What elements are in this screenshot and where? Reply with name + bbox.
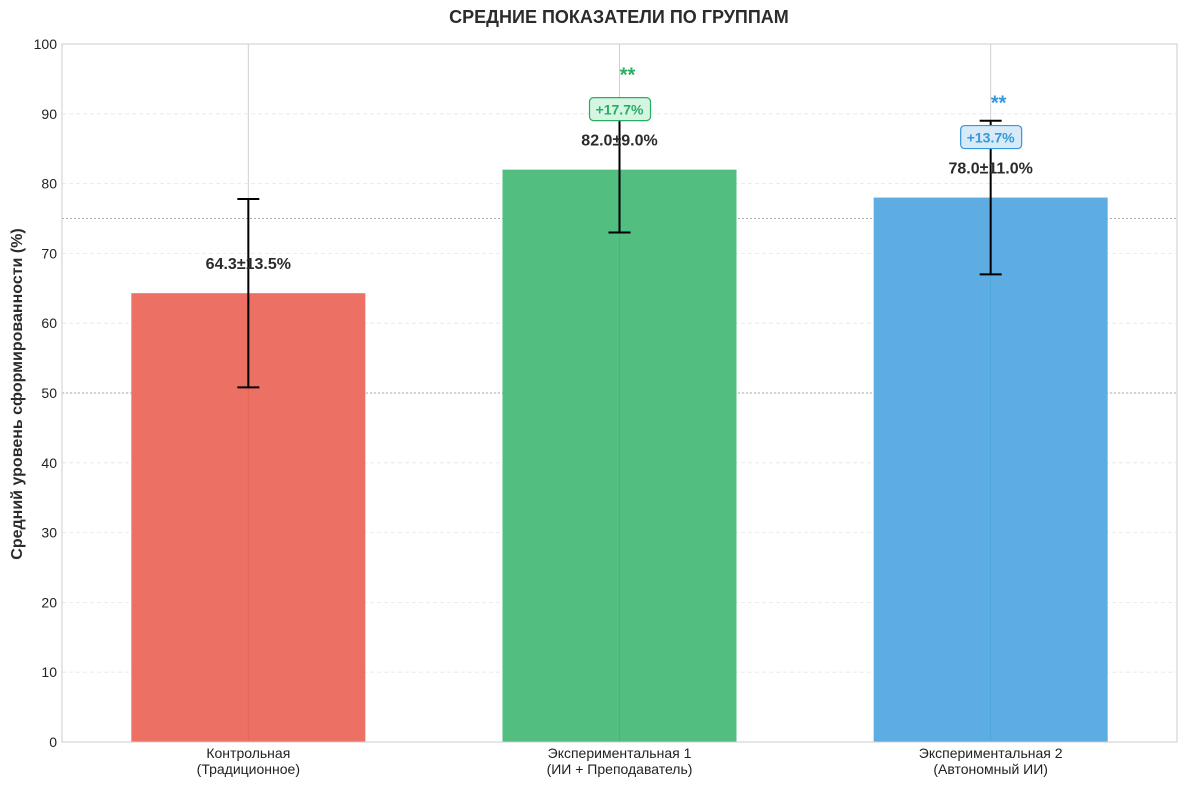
chart-title: СРЕДНИЕ ПОКАЗАТЕЛИ ПО ГРУППАМ [449, 7, 789, 27]
y-tick-label: 10 [41, 664, 57, 680]
improvement-label: +17.7% [596, 102, 644, 118]
value-label: 64.3±13.5% [206, 256, 291, 273]
y-tick-label: 30 [41, 525, 57, 541]
y-tick-label: 50 [41, 385, 57, 401]
x-tick-label: (Автономный ИИ) [933, 761, 1048, 777]
y-tick-label: 100 [34, 36, 58, 52]
x-tick-label: (ИИ + Преподаватель) [547, 761, 693, 777]
y-tick-label: 80 [41, 176, 57, 192]
x-tick-label: (Традиционное) [197, 761, 300, 777]
value-label: 82.0±9.0% [581, 133, 657, 150]
x-tick-label: Контрольная [206, 745, 290, 761]
y-tick-label: 20 [41, 594, 57, 610]
significance-marker: ** [991, 93, 1007, 115]
improvement-badge [588, 97, 652, 122]
significance-marker: ** [620, 65, 636, 87]
y-tick-label: 60 [41, 315, 57, 331]
y-tick-label: 40 [41, 455, 57, 471]
y-axis-label: Средний уровень сформированности (%) [9, 228, 26, 559]
value-label: 78.0±11.0% [948, 161, 1032, 178]
x-tick-label: Экспериментальная 1 [548, 745, 692, 761]
bar [873, 197, 1108, 742]
x-tick-label: Экспериментальная 2 [919, 745, 1063, 761]
y-tick-label: 70 [41, 245, 57, 261]
y-tick-label: 90 [41, 106, 57, 122]
improvement-badge [960, 124, 1023, 150]
plot-frame [61, 43, 1178, 743]
y-tick-label: 0 [49, 734, 57, 750]
improvement-label: +13.7% [967, 130, 1015, 146]
bar [502, 169, 737, 742]
